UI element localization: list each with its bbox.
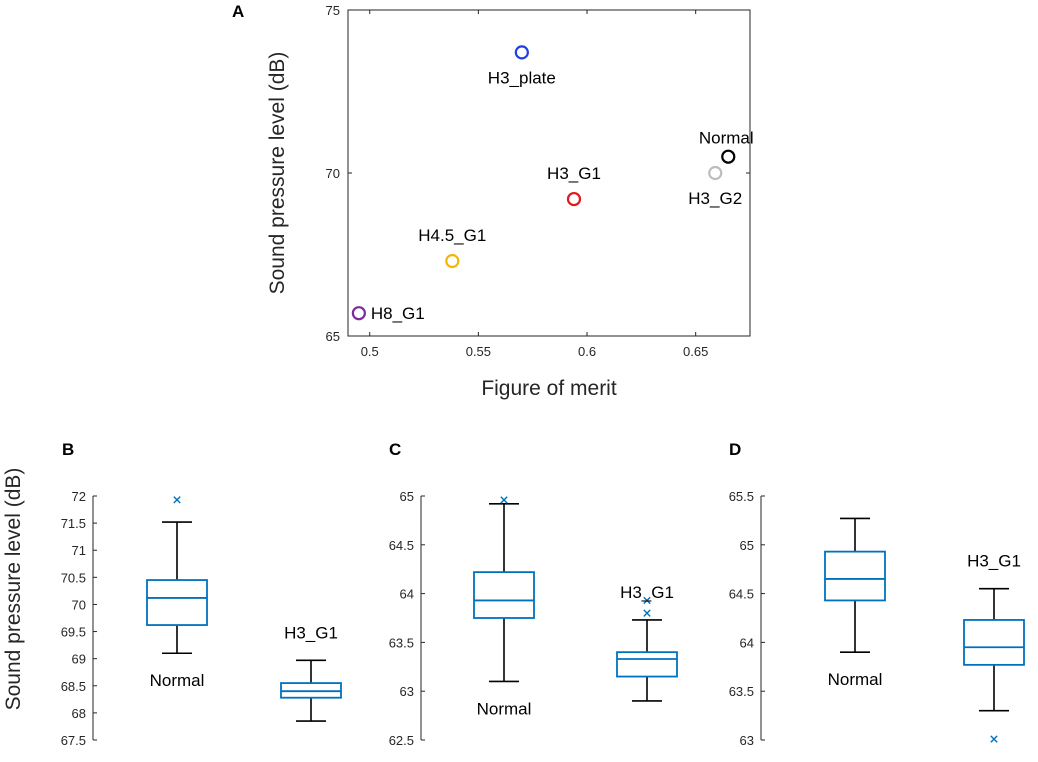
box-b-y-tick-label: 70.5 <box>61 570 86 585</box>
box-d-h3-g1-label: H3_G1 <box>967 552 1021 571</box>
box-c-y-tick-label: 63.5 <box>389 635 414 650</box>
box-c-h3-g1-iqr-box <box>616 651 678 678</box>
box-c-y-tick-label: 64 <box>400 587 414 602</box>
box-c-h3-g1-outlier <box>643 596 651 605</box>
box-b-y-tick-label: 69 <box>72 652 86 667</box>
scatter-point-label-h3-g2: H3_G2 <box>688 189 742 208</box>
box-c-y-tick-label: 65 <box>400 489 414 504</box>
scatter-point-h8-g1 <box>351 306 366 321</box>
box-d-y-tick-label: 63 <box>740 733 754 748</box>
box-b-y-tick-label: 68.5 <box>61 679 86 694</box>
scatter-point-h3-g2 <box>708 165 723 181</box>
box-c-normal-outlier <box>500 496 508 504</box>
box-b-y-tick-label: 71.5 <box>61 516 86 531</box>
box-b-y-tick-label: 72 <box>72 489 86 504</box>
box-c-h3-g1-outlier <box>643 609 651 617</box>
panel-label-b: B <box>62 440 74 459</box>
box-d-y-tick-label: 64.5 <box>729 587 754 602</box>
box-d-h3-g1-outlier <box>990 735 998 743</box>
scatter-x-tick-label: 0.6 <box>578 344 596 359</box>
box-d-y-tick-label: 65 <box>740 538 754 553</box>
box-c-normal-iqr-box <box>473 571 535 619</box>
box-c-y-tick-label: 63 <box>400 684 414 699</box>
scatter-point-h3-plate <box>514 45 529 60</box>
scatter-point-normal <box>721 149 736 164</box>
scatter-plot: 0.5 0.55 0.6 0.65 65 70 75 H3_plate Normal H3_G2 H… <box>326 3 754 359</box>
box-b-normal-label: Normal <box>150 671 205 690</box>
box-c-y-tick-label: 64.5 <box>389 538 414 553</box>
box-b-y-tick-label: 67.5 <box>61 733 86 748</box>
box-c-h3-g1-label: H3_G1 <box>620 583 674 602</box>
scatter-point-label-h8-g1: H8_G1 <box>371 304 425 323</box>
scatter-x-tick-label: 0.55 <box>466 344 491 359</box>
box-d-normal-label: Normal <box>828 670 883 689</box>
panel-label-d: D <box>729 440 741 459</box>
box-d-y-tick-label: 63.5 <box>729 684 754 699</box>
box-plot-c: 62.5 63 63.5 64 64.5 65 Normal H3_G1 <box>389 489 678 748</box>
scatter-point-label-normal: Normal <box>699 129 754 148</box>
scatter-x-tick-label: 0.65 <box>683 344 708 359</box>
box-d-y-tick-label: 65.5 <box>729 489 754 504</box>
box-b-y-tick-label: 70 <box>72 597 86 612</box>
scatter-y-tick-label: 75 <box>326 3 340 18</box>
box-b-y-tick-label: 71 <box>72 543 86 558</box>
panel-label-c: C <box>389 440 401 459</box>
box-c-y-tick-label: 62.5 <box>389 733 414 748</box>
box-plot-d: 63 63.5 64 64.5 65 65.5 Normal H3_G1 <box>729 489 1025 748</box>
box-y-axis-label: Sound pressure level (dB) <box>2 468 25 711</box>
box-d-normal-iqr-box <box>824 550 886 602</box>
scatter-point-label-h4-5-g1: H4.5_G1 <box>418 226 486 245</box>
box-d-h3-g1-iqr-box <box>963 619 1025 666</box>
scatter-y-axis-label: Sound pressure level (dB) <box>266 52 289 295</box>
box-d-y-tick-label: 64 <box>740 635 754 650</box>
scatter-y-tick-label: 70 <box>326 166 340 181</box>
scatter-point-h3-g1 <box>566 191 582 207</box>
box-c-normal-label: Normal <box>477 699 532 718</box>
box-plot-b: 67.5 68 68.5 69 69.5 70 70.5 71 71.5 72 Normal H3_G… <box>61 489 342 748</box>
box-b-y-tick-label: 69.5 <box>61 625 86 640</box>
scatter-y-tick-label: 65 <box>326 329 340 344</box>
scatter-point-label-h3-plate: H3_plate <box>488 68 556 87</box>
box-b-normal-outlier <box>173 496 181 504</box>
box-b-y-tick-label: 68 <box>72 706 86 721</box>
scatter-point-label-h3-g1: H3_G1 <box>547 164 601 183</box>
panel-label-a: A <box>232 2 244 21</box>
box-b-normal-iqr-box <box>146 579 208 626</box>
scatter-point-h4-5-g1 <box>445 253 460 269</box>
scatter-x-axis-label: Figure of merit <box>481 377 617 400</box>
scatter-x-tick-label: 0.5 <box>361 344 379 359</box>
box-b-h3-g1-label: H3_G1 <box>284 623 338 642</box>
